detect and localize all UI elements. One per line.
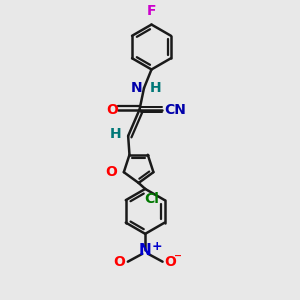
Text: N: N	[139, 243, 152, 258]
Text: O: O	[105, 165, 117, 179]
Text: F: F	[147, 4, 156, 18]
Text: O: O	[106, 103, 119, 117]
Text: O: O	[113, 255, 125, 269]
Text: H: H	[149, 81, 161, 95]
Text: O: O	[164, 255, 176, 269]
Text: Cl: Cl	[144, 192, 159, 206]
Text: H: H	[110, 128, 122, 141]
Text: ⁻: ⁻	[174, 252, 182, 267]
Text: CN: CN	[164, 103, 186, 117]
Text: N: N	[131, 81, 142, 95]
Text: +: +	[152, 240, 162, 253]
